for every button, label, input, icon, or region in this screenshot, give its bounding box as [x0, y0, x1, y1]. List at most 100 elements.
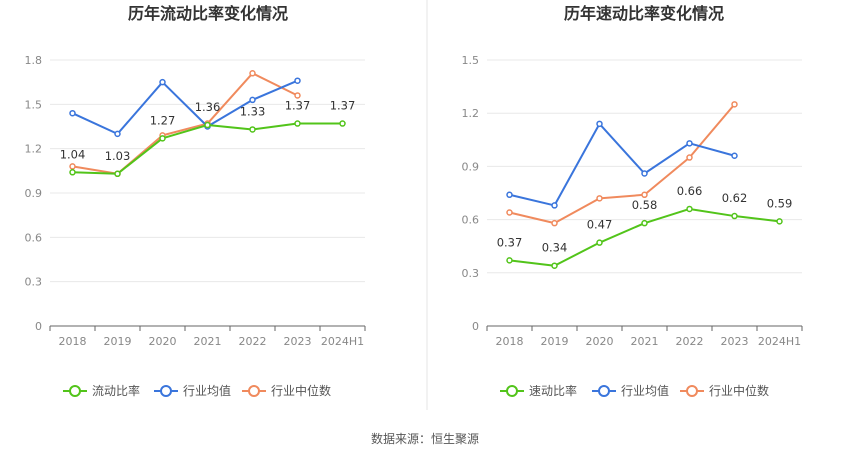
series-line	[509, 122, 735, 207]
legend-item[interactable]: 行业中位数	[680, 383, 769, 398]
y-tick-label: 1.8	[25, 54, 43, 67]
y-tick-label: 1.2	[25, 143, 43, 156]
data-point[interactable]	[294, 120, 301, 127]
data-label: 0.59	[767, 196, 793, 210]
data-point[interactable]	[294, 92, 301, 99]
x-tick-label: 2023	[284, 335, 312, 348]
data-point[interactable]	[551, 202, 558, 209]
legend-label: 行业均值	[621, 383, 669, 398]
series-line	[509, 207, 780, 267]
data-point[interactable]	[204, 121, 211, 129]
legend-marker	[69, 385, 81, 397]
data-point[interactable]	[69, 109, 76, 117]
data-point[interactable]	[69, 163, 76, 170]
y-tick-label: 0	[472, 320, 479, 333]
data-point[interactable]	[641, 191, 648, 199]
data-label: 1.33	[240, 104, 266, 118]
data-point[interactable]	[596, 239, 603, 246]
legend-item[interactable]: 流动比率	[63, 383, 140, 398]
data-point[interactable]	[506, 257, 513, 264]
data-point[interactable]	[686, 205, 693, 213]
legend-item[interactable]: 行业均值	[154, 383, 231, 398]
series-line	[509, 103, 736, 225]
legend-label: 速动比率	[529, 383, 577, 398]
data-label: 1.03	[105, 149, 131, 163]
legend-marker	[160, 385, 172, 397]
x-tick-label: 2023	[721, 335, 749, 348]
x-tick-label: 2024H1	[758, 335, 801, 348]
x-tick-label: 2022	[239, 335, 267, 348]
y-tick-label: 1.2	[462, 107, 480, 120]
x-tick-label: 2019	[104, 335, 132, 348]
legend-marker	[598, 385, 610, 397]
data-point[interactable]	[249, 70, 256, 77]
data-point[interactable]	[641, 170, 648, 177]
legend-item[interactable]: 行业均值	[592, 383, 669, 398]
data-point[interactable]	[776, 218, 783, 225]
data-source-note: 数据来源：恒生聚源	[371, 431, 479, 446]
data-point[interactable]	[159, 78, 166, 86]
data-label: 1.04	[60, 147, 86, 161]
chart-title: 历年速动比率变化情况	[564, 4, 724, 23]
data-point[interactable]	[686, 140, 693, 147]
y-tick-label: 1.5	[462, 54, 480, 67]
data-point[interactable]	[159, 135, 166, 142]
data-label: 1.27	[150, 113, 176, 127]
legend-marker	[686, 385, 698, 397]
data-label: 0.47	[587, 218, 613, 232]
y-tick-label: 0.9	[462, 160, 480, 173]
data-point[interactable]	[249, 96, 256, 104]
data-label: 1.36	[195, 100, 221, 114]
x-tick-label: 2018	[496, 335, 524, 348]
y-tick-label: 1.5	[25, 98, 43, 111]
data-point[interactable]	[551, 219, 558, 227]
data-label: 0.37	[497, 235, 523, 249]
data-label: 0.34	[542, 241, 568, 255]
x-tick-label: 2024H1	[321, 335, 364, 348]
data-label: 0.58	[632, 198, 658, 212]
x-tick-label: 2021	[631, 335, 659, 348]
series-line	[72, 79, 298, 135]
current-ratio-chart: 历年流动比率变化情况 0 0.3 0.6 0.9 1.2 1.5 1.8 2018 2019 20…	[25, 4, 366, 398]
data-point[interactable]	[686, 154, 693, 161]
x-tick-label: 2020	[586, 335, 614, 348]
legend-marker	[248, 385, 260, 397]
y-tick-label: 0	[35, 320, 42, 333]
data-point[interactable]	[114, 130, 121, 138]
x-tick-label: 2020	[149, 335, 177, 348]
legend-label: 流动比率	[92, 383, 140, 398]
data-point[interactable]	[294, 77, 301, 84]
data-point[interactable]	[731, 212, 738, 220]
legend-item[interactable]: 行业中位数	[242, 383, 331, 398]
x-tick-label: 2018	[59, 335, 87, 348]
legend-marker	[506, 385, 518, 397]
legend-label: 行业中位数	[709, 383, 769, 398]
data-point[interactable]	[551, 262, 558, 269]
y-tick-label: 0.3	[25, 276, 43, 289]
data-point[interactable]	[596, 120, 603, 128]
chart-title: 历年流动比率变化情况	[128, 4, 288, 23]
data-point[interactable]	[506, 191, 513, 199]
data-point[interactable]	[114, 170, 121, 178]
legend-item[interactable]: 速动比率	[500, 383, 577, 398]
data-label: 1.37	[285, 99, 311, 113]
legend-label: 行业均值	[183, 383, 231, 398]
y-tick-label: 0.9	[25, 187, 43, 200]
y-tick-label: 0.6	[25, 231, 43, 244]
y-tick-label: 0.6	[462, 214, 480, 227]
data-point[interactable]	[249, 126, 256, 133]
data-point[interactable]	[596, 195, 603, 202]
data-point[interactable]	[339, 120, 346, 127]
data-point[interactable]	[69, 169, 76, 176]
data-point[interactable]	[731, 101, 738, 108]
data-label: 0.66	[677, 184, 703, 198]
data-point[interactable]	[641, 219, 648, 227]
data-label: 0.62	[722, 191, 748, 205]
data-point[interactable]	[506, 209, 513, 216]
quick-ratio-chart: 历年速动比率变化情况 0 0.3 0.6 0.9 1.2 1.5 2018 2019 2020 2…	[462, 4, 803, 398]
data-label: 1.37	[330, 99, 356, 113]
y-tick-label: 0.3	[462, 267, 480, 280]
data-point[interactable]	[731, 152, 738, 160]
x-tick-label: 2021	[194, 335, 222, 348]
